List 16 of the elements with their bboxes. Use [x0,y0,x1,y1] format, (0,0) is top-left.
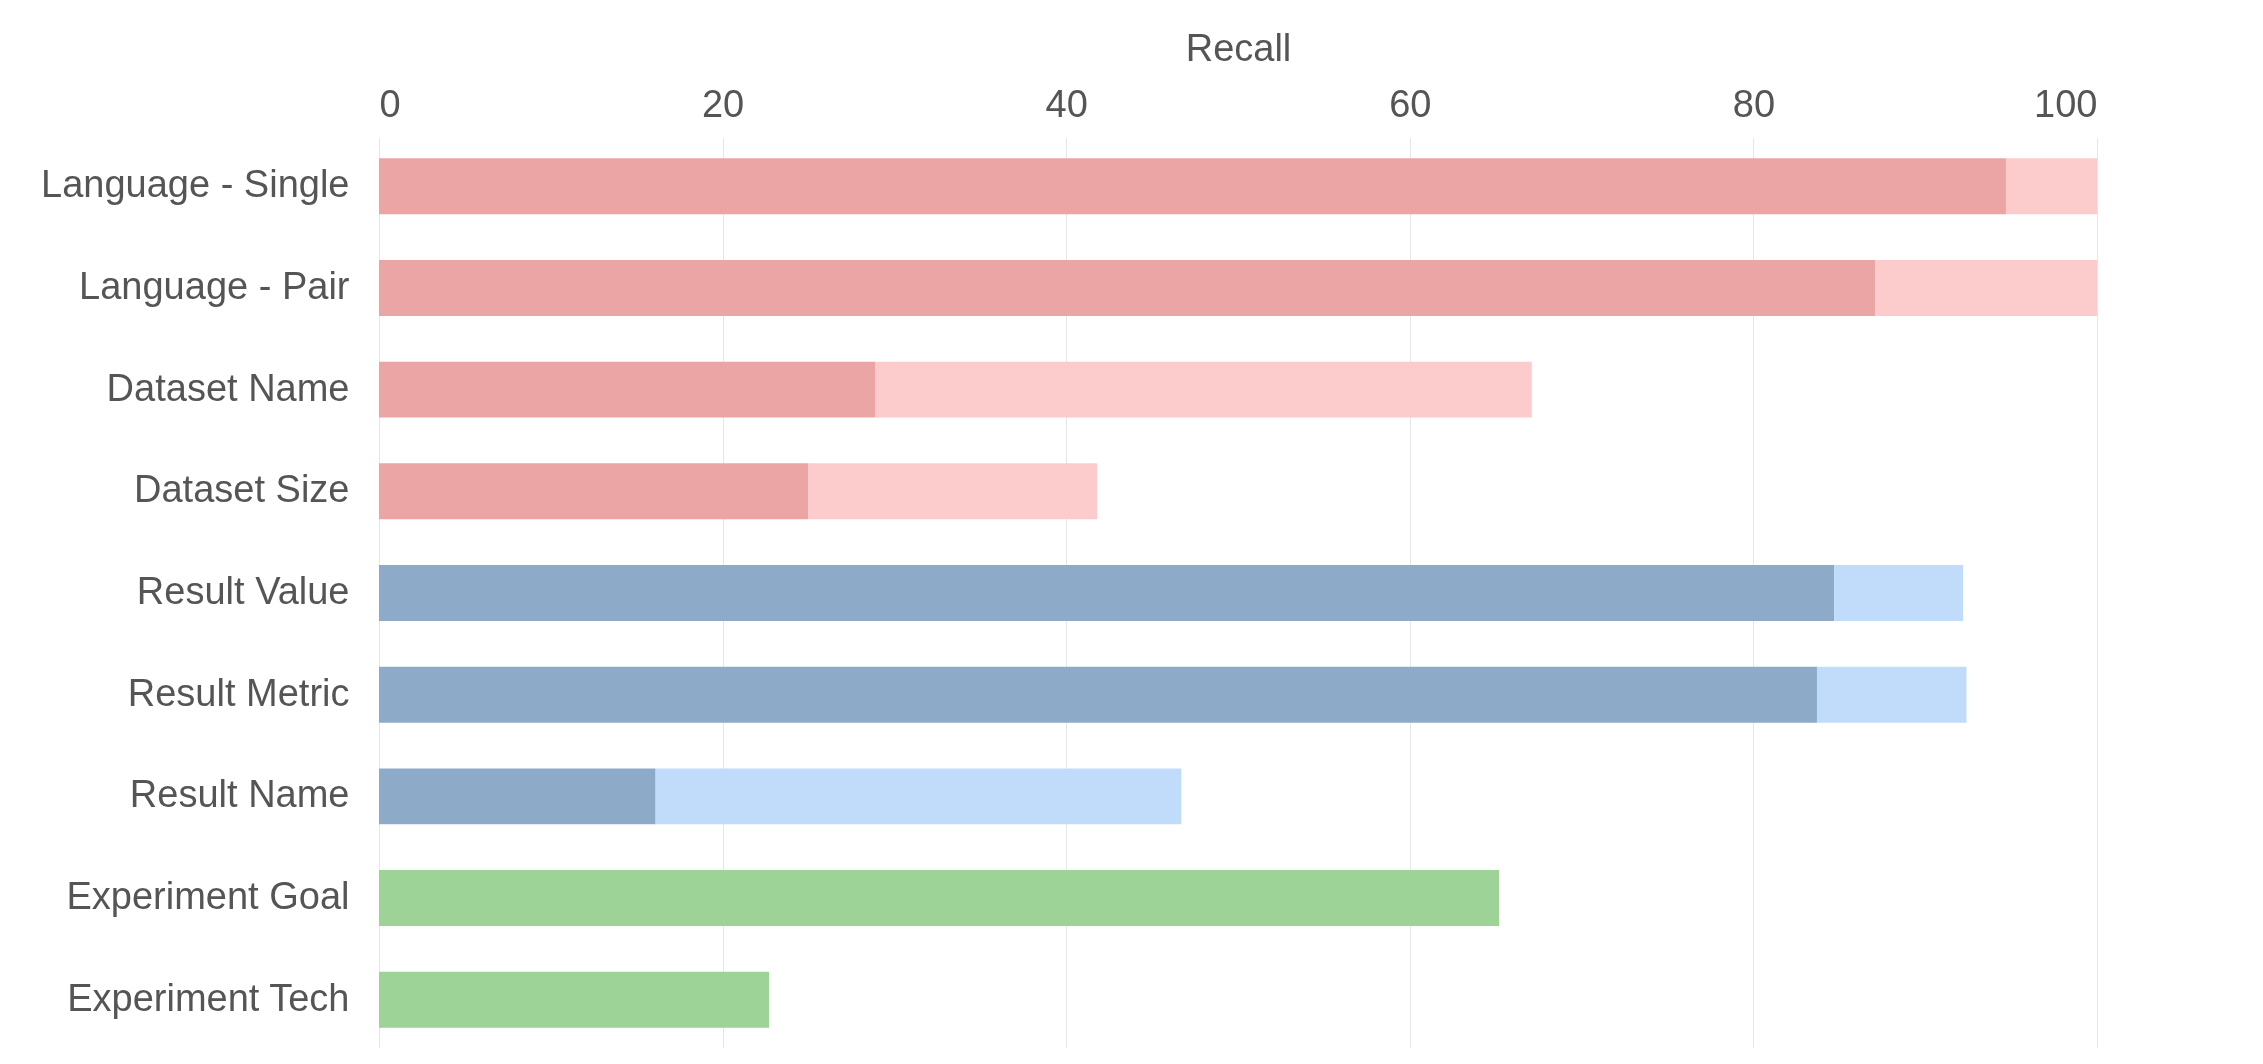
x-tick-label: 0 [379,82,401,125]
y-tick-label: Language - Single [41,163,350,206]
y-tick-label: Result Metric [127,671,350,714]
y-tick-label: Experiment Tech [67,976,350,1019]
x-tick-label: 60 [1389,82,1432,125]
x-tick-label: 20 [701,82,745,125]
y-tick-label: Dataset Name [106,366,350,409]
x-tick-label: 80 [1732,82,1776,125]
x-tick-label: 100 [2034,82,2098,125]
y-tick-label: Result Name [129,773,350,816]
y-tick-label: Experiment Goal [66,875,350,918]
y-tick-label: Dataset Size [134,468,350,511]
x-axis-title: Recall [1185,26,1292,69]
y-tick-label: Result Value [136,570,350,612]
y-tick-label: Language - Pair [79,264,350,307]
x-tick-label: 40 [1045,82,1088,125]
